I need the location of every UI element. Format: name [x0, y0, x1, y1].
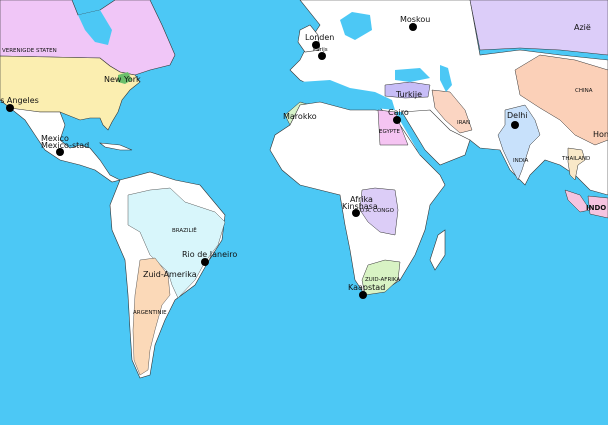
label-paris: Parijs	[313, 47, 328, 53]
arabia	[401, 109, 471, 166]
thailand[interactable]	[567, 147, 586, 181]
label-los-angeles: Los Angeles	[0, 96, 39, 105]
label-egypt: EGYPTE	[379, 129, 400, 135]
label-rio: Rio de Janeiro	[182, 250, 237, 259]
asia-region[interactable]	[469, 0, 608, 56]
marker-cape-town[interactable]	[359, 291, 367, 299]
marker-mexico-city[interactable]	[56, 148, 64, 156]
hudson-bay	[78, 10, 112, 45]
label-morocco: Marokko	[283, 112, 317, 121]
label-south-america: Zuid-Amerika	[143, 270, 197, 279]
indonesia[interactable]	[564, 189, 608, 219]
south-africa[interactable]	[361, 259, 401, 296]
label-mexico: Mexico	[41, 134, 69, 143]
argentina[interactable]	[132, 257, 171, 376]
mediterranean	[300, 80, 395, 110]
label-argentina: ARGENTINIE	[133, 310, 167, 316]
china[interactable]	[514, 54, 608, 146]
label-kinshasa: Kinshasa	[342, 202, 378, 211]
label-china: CHINA	[575, 88, 593, 94]
baltic	[340, 12, 372, 40]
india[interactable]	[497, 104, 541, 181]
egypt[interactable]	[377, 109, 409, 146]
iran[interactable]	[431, 89, 473, 134]
label-turkey: Turkije	[395, 90, 422, 99]
label-delhi: Delhi	[507, 111, 528, 120]
cuba	[99, 142, 133, 151]
marker-paris[interactable]	[318, 52, 326, 60]
marker-kinshasa[interactable]	[352, 209, 360, 217]
new-york-state	[118, 72, 132, 84]
red-sea	[395, 112, 425, 155]
label-india: INDIA	[513, 158, 529, 164]
label-africa: Afrika	[350, 195, 373, 204]
label-asia: Azië	[574, 23, 591, 32]
marker-moscow[interactable]	[409, 23, 417, 31]
label-brazil: BRAZILIË	[172, 227, 197, 234]
label-cape-town: Kaapstad	[348, 283, 385, 292]
label-cairo: Cairo	[388, 108, 409, 117]
label-moscow: Moskou	[400, 15, 430, 24]
label-iran: IRAN	[457, 120, 470, 126]
label-mexico-city: Mexico-stad	[41, 141, 89, 150]
marker-delhi[interactable]	[511, 121, 519, 129]
mexico-central-america[interactable]	[8, 107, 121, 183]
label-hong-kong: Hong	[593, 130, 608, 139]
label-indonesia: INDO	[586, 204, 606, 212]
caspian-sea	[440, 65, 452, 92]
marker-cairo[interactable]	[393, 116, 401, 124]
label-south-africa: ZUID-AFRIKA	[365, 277, 400, 283]
label-usa: VERENIGDE STATEN	[2, 48, 57, 54]
brazil[interactable]	[127, 187, 226, 299]
madagascar	[429, 229, 446, 271]
dr-congo[interactable]	[359, 187, 399, 236]
label-congo: D.R. CONGO	[360, 208, 395, 214]
black-sea	[395, 68, 430, 82]
label-new-york: New York	[104, 75, 141, 84]
label-thailand: THAILAND	[561, 156, 590, 162]
label-london: Londen	[305, 33, 334, 42]
marker-los-angeles[interactable]	[6, 104, 14, 112]
marker-rio[interactable]	[201, 258, 209, 266]
marker-london[interactable]	[312, 41, 320, 49]
